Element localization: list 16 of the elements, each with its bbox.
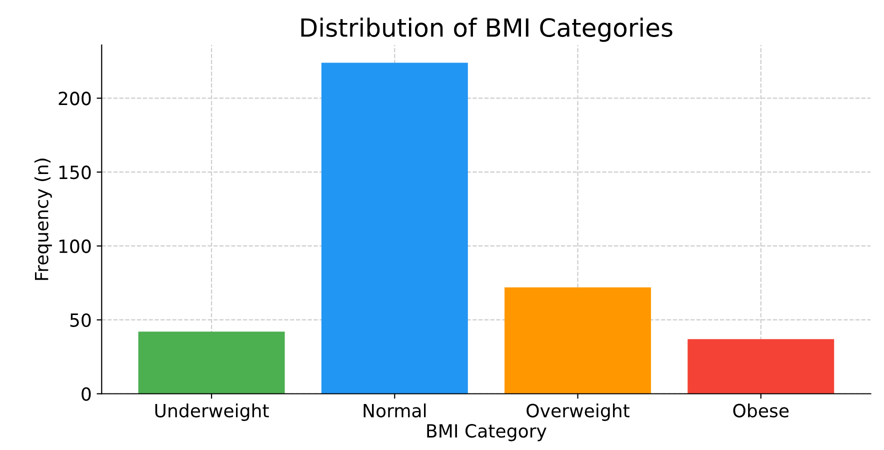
y-axis-title: Frequency (n) xyxy=(34,158,52,280)
y-tick-label: 50 xyxy=(70,313,91,327)
y-tick-label: 0 xyxy=(82,387,91,401)
x-tick-label: Underweight xyxy=(155,403,269,421)
bar xyxy=(138,332,285,394)
bar xyxy=(504,287,652,394)
bar xyxy=(688,339,834,394)
x-tick-label: Overweight xyxy=(526,403,630,421)
x-tick-label: Obese xyxy=(733,403,789,418)
x-axis-title: BMI Category xyxy=(427,424,546,442)
bar xyxy=(321,62,468,394)
y-tick-label: 200 xyxy=(58,92,91,106)
y-tick-label: 100 xyxy=(59,239,91,254)
y-tick-label: 150 xyxy=(59,166,91,180)
chart-title: Distribution of BMI Categories xyxy=(301,18,672,42)
x-tick-label: Normal xyxy=(364,403,426,418)
